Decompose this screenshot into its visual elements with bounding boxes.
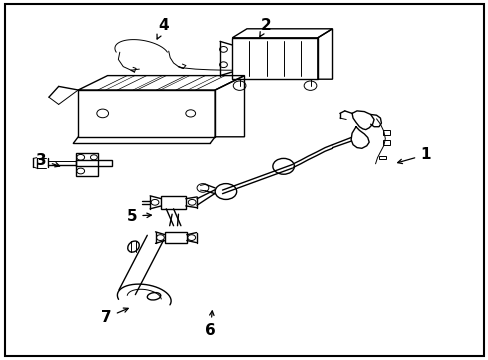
Text: 4: 4 — [157, 18, 169, 39]
Text: 5: 5 — [126, 208, 151, 224]
Text: 2: 2 — [259, 18, 271, 37]
Text: 1: 1 — [397, 147, 430, 163]
Text: 7: 7 — [101, 308, 128, 325]
Text: 6: 6 — [204, 311, 215, 338]
Text: 3: 3 — [36, 153, 60, 168]
